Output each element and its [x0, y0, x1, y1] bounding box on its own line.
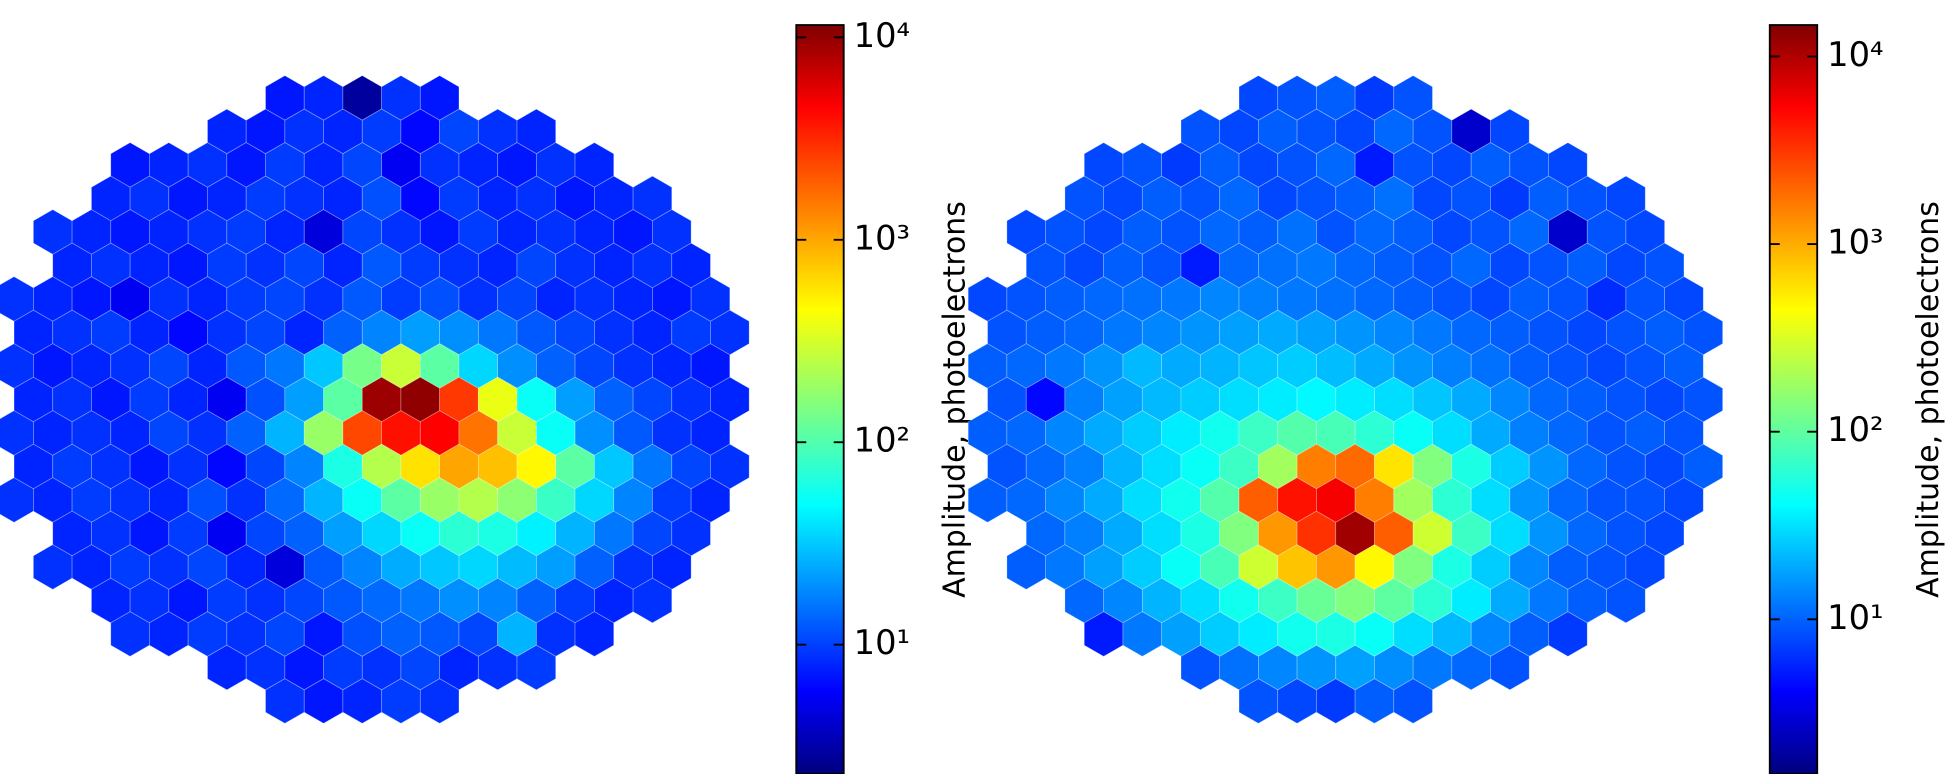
colorbar-label: Amplitude, photoelectrons: [1911, 201, 1946, 598]
colorbar-tick-label: 10⁴: [1827, 35, 1883, 74]
colorbar-tick-label: 10²: [1827, 410, 1883, 449]
colorbar: [1770, 25, 1817, 774]
colorbar-tick-label: 10³: [854, 218, 910, 257]
colorbar-tick-label: 10⁴: [854, 16, 910, 55]
colorbar: [796, 25, 843, 774]
chart: 10¹ 10² 10³ 10⁴ Amplitude, photoelectrons 10¹…: [0, 0, 1947, 774]
colorbar-tick-label: 10¹: [1827, 598, 1883, 637]
colorbar-tick-label: 10³: [1827, 223, 1883, 262]
page: {"chart_data": [ {"type": "hexmap", "col…: [0, 0, 1947, 774]
colorbar-label: Amplitude, photoelectrons: [938, 201, 973, 598]
colorbar-tick-label: 10²: [854, 421, 910, 460]
colorbar-tick-label: 10¹: [854, 623, 910, 662]
